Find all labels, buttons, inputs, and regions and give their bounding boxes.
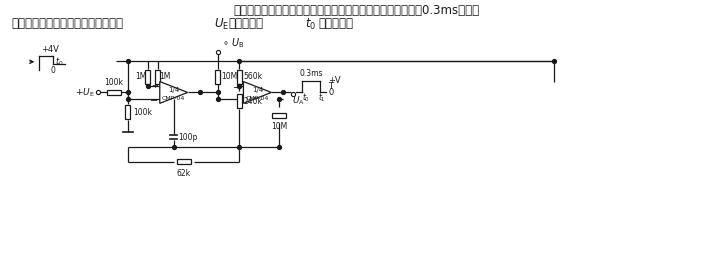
Text: $t_0$: $t_0$ xyxy=(302,91,310,104)
Text: 240k: 240k xyxy=(244,97,263,106)
Text: $t_1$: $t_1$ xyxy=(318,91,326,104)
Text: 100k: 100k xyxy=(105,78,123,87)
Text: 0.3ms: 0.3ms xyxy=(300,68,323,78)
Text: 100k: 100k xyxy=(133,108,152,117)
Text: $-$: $-$ xyxy=(232,81,241,90)
Text: 由两个比较运算放大器构成的单稳振荡电路，输出方波宽度为0.3ms，其值: 由两个比较运算放大器构成的单稳振荡电路，输出方波宽度为0.3ms，其值 xyxy=(233,4,479,17)
Text: 1/4: 1/4 xyxy=(168,87,179,94)
Bar xyxy=(107,90,121,95)
Text: 10M: 10M xyxy=(221,72,238,81)
Text: 10M: 10M xyxy=(271,122,288,131)
Text: +: + xyxy=(234,95,241,104)
Text: T: T xyxy=(328,82,333,91)
Text: 1M: 1M xyxy=(135,72,147,81)
Text: 为宽度等于: 为宽度等于 xyxy=(229,17,263,30)
Text: 100p: 100p xyxy=(179,133,198,142)
Bar xyxy=(145,70,150,84)
Text: 1/4: 1/4 xyxy=(252,87,263,94)
Text: 62k: 62k xyxy=(177,169,191,178)
Text: $+U_{\rm E}$: $+U_{\rm E}$ xyxy=(75,86,95,99)
Text: 560k: 560k xyxy=(244,72,263,81)
Polygon shape xyxy=(244,82,271,103)
Text: +4V: +4V xyxy=(41,45,59,54)
Text: CMP-04: CMP-04 xyxy=(246,96,269,101)
Bar xyxy=(237,94,242,108)
Text: $U_{\rm A}$: $U_{\rm A}$ xyxy=(292,94,305,107)
Text: CMP-04: CMP-04 xyxy=(162,96,185,101)
Text: 的窄脉冲。: 的窄脉冲。 xyxy=(318,17,353,30)
Text: +V: +V xyxy=(328,76,341,85)
Bar xyxy=(125,105,130,119)
Text: $-$: $-$ xyxy=(149,94,158,104)
Text: 取决于电路阻容元件参数。输入信号: 取决于电路阻容元件参数。输入信号 xyxy=(11,17,123,30)
Bar xyxy=(215,70,220,84)
Bar xyxy=(237,70,242,84)
Text: 0: 0 xyxy=(328,88,333,97)
Text: $t_0$: $t_0$ xyxy=(55,56,64,68)
Bar xyxy=(177,159,191,164)
Text: $U_{\rm E}$: $U_{\rm E}$ xyxy=(214,17,229,32)
Text: +: + xyxy=(151,81,158,90)
Text: 0: 0 xyxy=(51,66,55,75)
Polygon shape xyxy=(159,82,188,103)
Text: 1M: 1M xyxy=(159,72,170,81)
Text: $\circ\ U_{\rm B}$: $\circ\ U_{\rm B}$ xyxy=(221,36,244,50)
Text: $t_0$: $t_0$ xyxy=(305,17,316,32)
Bar xyxy=(155,70,160,84)
Bar xyxy=(272,113,286,118)
